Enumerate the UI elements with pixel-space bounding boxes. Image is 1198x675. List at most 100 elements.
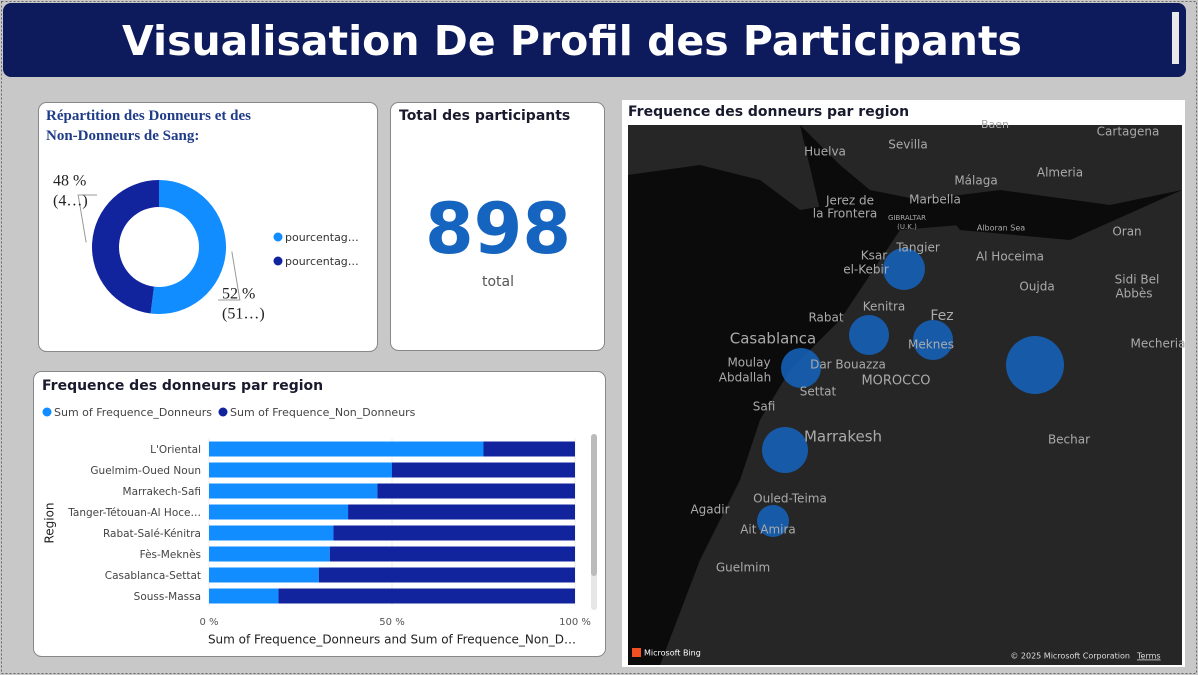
map-place-label: Oujda <box>1019 280 1054 294</box>
bar <box>209 567 319 583</box>
map-place-label: Al Hoceima <box>976 250 1044 264</box>
donut-title-line: Non-Donneurs de Sang: <box>46 128 199 144</box>
map: © 2025 Microsoft Corporation Terms Baen C… <box>628 118 1185 665</box>
map-place-label: Marbella <box>909 193 961 207</box>
map-place-label: Baen <box>981 118 1009 131</box>
bar <box>209 525 334 541</box>
map-land-spain <box>800 125 1182 205</box>
map-place-label: MOROCCO <box>861 374 930 389</box>
leader-line <box>218 251 241 301</box>
map-brand: Microsoft Bing <box>644 649 701 658</box>
map-bubble <box>757 505 789 537</box>
map-place-label: la Frontera <box>813 207 878 221</box>
map-bubble <box>849 315 889 355</box>
map-place-label: Mecheria <box>1131 337 1186 351</box>
map-place-label: Settat <box>800 385 837 399</box>
map-place-label: GIBRALTAR <box>888 214 926 222</box>
header-title: Visualisation De Profil des Participants <box>122 17 1022 65</box>
map-bubble <box>762 427 808 473</box>
map-place-label: el-Kebir <box>843 263 889 277</box>
map-place-label: Kenitra <box>863 300 906 314</box>
total-caption: total <box>482 274 514 290</box>
map-place-label: Sevilla <box>888 138 927 152</box>
donut-value-label: 52 % <box>222 286 255 303</box>
bar <box>377 483 575 499</box>
total-value: 898 <box>425 188 571 270</box>
bar <box>483 441 575 457</box>
map-place-label: (U.K.) <box>897 223 917 231</box>
legend-label: Sum of Frequence_Donneurs <box>54 406 212 419</box>
bar <box>333 525 575 541</box>
scrollbar-thumb <box>591 434 597 576</box>
map-place-label: Oran <box>1112 225 1141 239</box>
legend-label: pourcentag… <box>285 255 359 268</box>
legend-label: Sum of Frequence_Non_Donneurs <box>230 406 416 419</box>
bar <box>209 483 378 499</box>
map-place-label: Huelva <box>804 145 846 159</box>
donut-slice <box>91 180 159 314</box>
map-place-label: Almeria <box>1037 166 1083 180</box>
map-place-label: Cartagena <box>1097 125 1160 139</box>
bing-logo <box>632 648 641 657</box>
legend-marker <box>273 232 283 242</box>
leader-line <box>77 194 97 243</box>
map-title: Frequence des donneurs par region <box>628 104 909 120</box>
map-terms[interactable]: Terms <box>1136 652 1161 661</box>
legend-label: pourcentag… <box>285 231 359 244</box>
y-tick-label: L'Oriental <box>150 444 201 456</box>
bar <box>392 462 575 478</box>
map-bubble <box>781 348 821 388</box>
header-bar <box>3 3 1186 77</box>
map-copyright: © 2025 Microsoft Corporation <box>1010 652 1130 661</box>
donut-title-line: Répartition des Donneurs et des <box>46 108 251 124</box>
bar-title: Frequence des donneurs par region <box>42 378 323 394</box>
legend-marker <box>42 407 52 417</box>
map-place-label: Safi <box>753 400 776 414</box>
map-place-label: Meknes <box>908 338 954 352</box>
y-tick-label: Rabat-Salé-Kénitra <box>103 528 201 540</box>
map-place-label: Abbès <box>1115 287 1152 301</box>
map-place-label: Casablanca <box>730 330 817 348</box>
bar <box>209 546 330 562</box>
bar <box>209 462 392 478</box>
map-place-label: Alboran Sea <box>977 224 1025 233</box>
map-place-label: Rabat <box>808 311 843 325</box>
map-place-label: Marrakesh <box>804 428 882 446</box>
bar <box>209 588 279 604</box>
map-place-label: Abdallah <box>719 371 771 385</box>
map-place-label: Ksar <box>861 249 887 263</box>
y-tick-label: Souss-Massa <box>134 591 201 603</box>
x-tick-label: 100 % <box>559 617 591 628</box>
bar <box>329 546 575 562</box>
y-axis-label: Region <box>43 502 57 543</box>
map-place-label: Guelmim <box>716 561 770 575</box>
y-tick-label: Guelmim-Oued Noun <box>90 465 201 477</box>
x-tick-label: 50 % <box>379 617 404 628</box>
total-title: Total des participants <box>399 108 570 124</box>
donut-detail-label: (51…) <box>222 306 265 323</box>
map-bubble <box>883 248 925 290</box>
map-place-label: Málaga <box>954 174 997 188</box>
map-place-label: Jerez de <box>825 194 874 208</box>
donut-title: Répartition des Donneurs et des Non-Donne… <box>46 108 251 144</box>
map-place-label: Fez <box>930 308 953 324</box>
header-scroll <box>1172 12 1179 64</box>
total-card <box>390 102 605 351</box>
legend-marker <box>218 407 228 417</box>
y-tick-label: Casablanca-Settat <box>105 570 201 582</box>
map-bubble <box>1006 336 1064 394</box>
donut-detail-label: (4…) <box>53 193 88 210</box>
bar <box>278 588 575 604</box>
map-place-label: Agadir <box>690 503 729 517</box>
y-tick-label: Fès-Meknès <box>140 549 201 561</box>
map-place-label: Sidi Bel <box>1115 273 1160 287</box>
map-place-label: Dar Bouazza <box>810 358 886 372</box>
bar <box>209 504 349 520</box>
map-place-label: Ait Amira <box>740 523 796 537</box>
bar <box>348 504 575 520</box>
x-tick-label: 0 % <box>199 617 218 628</box>
legend-marker <box>273 256 283 266</box>
